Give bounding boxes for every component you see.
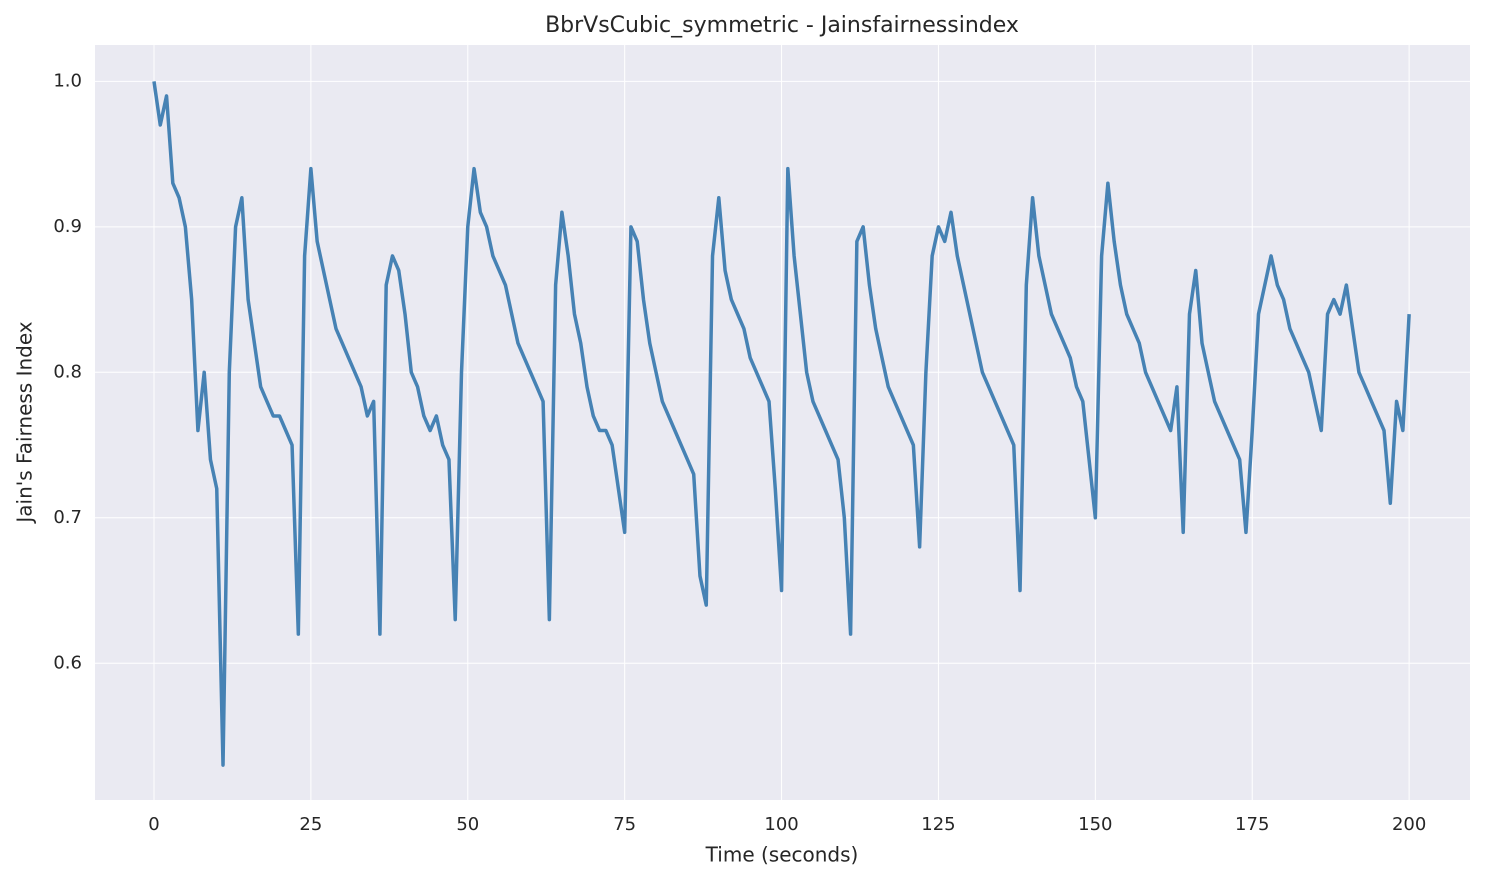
x-tick-label: 50 (456, 814, 479, 835)
x-axis-label: Time (seconds) (705, 843, 859, 867)
y-tick-label: 0.8 (53, 361, 82, 382)
y-tick-label: 0.7 (53, 507, 82, 528)
data-line (152, 81, 1411, 767)
x-tick-label: 150 (1078, 814, 1112, 835)
x-tick-label: 0 (148, 814, 159, 835)
y-axis-label: Jain's Fairness Index (13, 321, 37, 524)
x-tick-label: 125 (921, 814, 955, 835)
x-tick-label: 100 (764, 814, 798, 835)
x-tick-label: 200 (1392, 814, 1426, 835)
chart-title: BbrVsCubic_symmetric - Jainsfairnessinde… (545, 13, 1019, 38)
x-tick-label: 75 (613, 814, 636, 835)
y-tick-label: 1.0 (53, 70, 82, 91)
y-tick-label: 0.9 (53, 216, 82, 237)
x-tick-label: 175 (1235, 814, 1269, 835)
x-tick-label: 25 (299, 814, 322, 835)
y-tick-label: 0.6 (53, 652, 82, 673)
